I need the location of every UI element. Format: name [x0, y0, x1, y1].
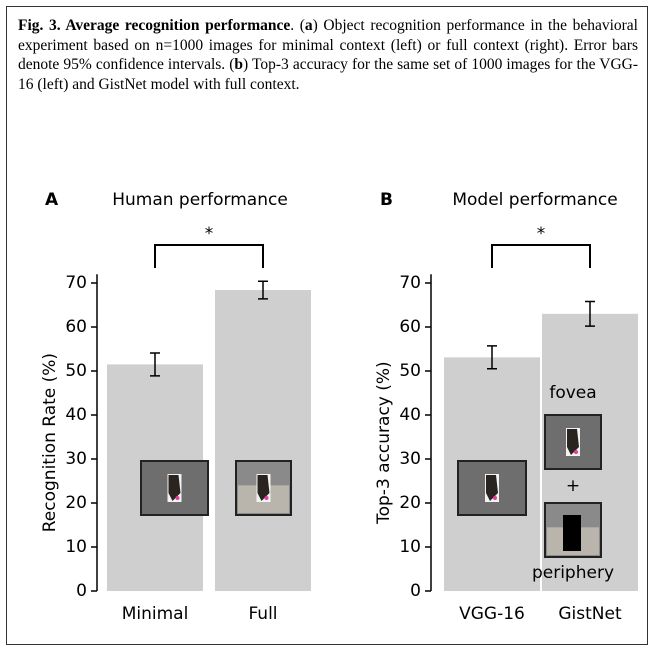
x-tick-label: VGG-16	[459, 604, 525, 624]
inset-object	[493, 496, 497, 500]
error-bar	[585, 300, 595, 327]
y-tick-label: 30	[65, 449, 87, 469]
inset-mask	[563, 515, 581, 551]
y-tick-label: 10	[65, 537, 87, 557]
figure-frame	[6, 6, 648, 645]
annotation: periphery	[532, 563, 614, 583]
y-tick-label: 20	[65, 493, 87, 513]
panel-label: B	[380, 190, 393, 210]
caption-run: b	[234, 56, 244, 73]
significance-label: *	[205, 224, 214, 244]
y-tick-label: 50	[399, 361, 421, 381]
caption-run: ) Top-3 accuracy for the same set of 100…	[18, 56, 639, 93]
y-tick-label: 50	[65, 361, 87, 381]
caption: Fig. 3. Average recognition performance.…	[18, 16, 638, 94]
y-tick-label: 40	[399, 405, 421, 425]
inset-object	[175, 496, 180, 500]
annotation: fovea	[549, 383, 596, 403]
x-tick-label: GistNet	[558, 604, 622, 624]
error-bar	[487, 345, 497, 370]
caption-run: ) Object recognition performance in the …	[18, 17, 638, 73]
y-tick-label: 30	[399, 449, 421, 469]
caption-run: . (	[290, 17, 305, 34]
significance-bracket	[491, 244, 591, 268]
inset-object	[574, 450, 578, 454]
significance-label: *	[537, 224, 546, 244]
y-tick-label: 0	[76, 581, 87, 601]
y-tick-label: 60	[65, 317, 87, 337]
y-tick-label: 70	[65, 273, 87, 293]
y-tick-label: 0	[410, 581, 421, 601]
y-tick-label: 10	[399, 537, 421, 557]
panel-label: A	[45, 190, 59, 210]
y-axis-label: Top-3 accuracy (%)	[374, 361, 394, 525]
error-bar	[258, 280, 268, 300]
chart-title: Model performance	[452, 190, 617, 210]
y-tick-label: 20	[399, 493, 421, 513]
chart-title: Human performance	[112, 190, 288, 210]
caption-run: Fig. 3. Average recognition performance	[18, 17, 291, 34]
y-tick-label: 70	[399, 273, 421, 293]
y-tick-label: 40	[65, 405, 87, 425]
error-bar	[150, 352, 160, 377]
bar	[215, 290, 311, 591]
inset-object	[264, 496, 269, 500]
x-tick-label: Full	[248, 604, 277, 624]
caption-run: a	[304, 17, 313, 34]
y-axis-label: Recognition Rate (%)	[40, 353, 60, 532]
inset-object	[168, 475, 181, 501]
significance-bracket	[154, 244, 264, 268]
x-tick-label: Minimal	[122, 604, 189, 624]
annotation: +	[566, 476, 580, 496]
inset-object	[567, 429, 579, 455]
inset-object	[257, 475, 270, 501]
y-tick-label: 60	[399, 317, 421, 337]
inset-object	[486, 475, 498, 501]
